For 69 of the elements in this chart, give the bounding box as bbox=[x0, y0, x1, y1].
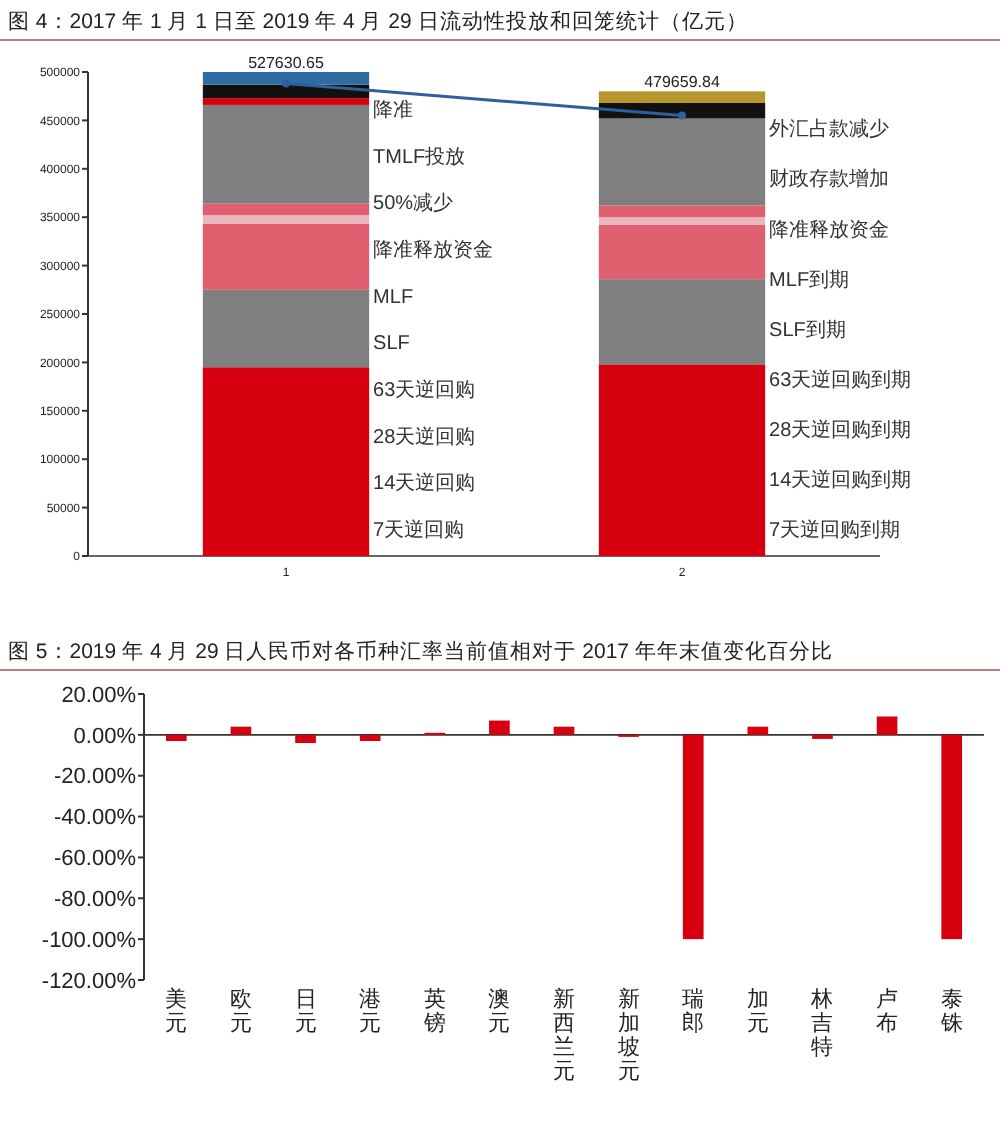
bar bbox=[598, 118, 766, 206]
bar bbox=[598, 279, 766, 365]
x-tick-label: 卢布 bbox=[876, 986, 899, 1036]
x-tick-label: 新西兰元 bbox=[553, 986, 575, 1084]
bar bbox=[598, 364, 766, 556]
x-tick-label: 日元 bbox=[294, 988, 317, 1036]
bar bbox=[682, 734, 704, 940]
bar bbox=[359, 734, 381, 741]
x-tick-label: 林吉特 bbox=[809, 986, 834, 1060]
bar bbox=[202, 223, 370, 290]
annotation: MLF到期 bbox=[769, 267, 850, 292]
bar bbox=[747, 726, 769, 735]
bar bbox=[598, 224, 766, 280]
annotation: SLF bbox=[373, 333, 410, 356]
y-tick-label: -40.00% bbox=[54, 806, 137, 831]
bar bbox=[553, 726, 575, 735]
x-tick-label: 美元 bbox=[165, 986, 188, 1036]
annotation: 14天逆回购到期 bbox=[769, 467, 912, 492]
y-tick-label: -60.00% bbox=[54, 847, 137, 872]
bar bbox=[202, 367, 370, 556]
annotation: 7天逆回购到期 bbox=[769, 518, 901, 542]
x-tick-label: 欧元 bbox=[229, 988, 252, 1036]
annotation: 外汇占款减少 bbox=[769, 117, 890, 142]
bar bbox=[941, 734, 963, 940]
annotation: 527630.65 bbox=[248, 54, 325, 72]
annotation: TMLF投放 bbox=[373, 144, 466, 169]
bar bbox=[598, 205, 766, 218]
y-tick-label: 0.00% bbox=[73, 724, 137, 749]
annotation: 63天逆回购 bbox=[373, 378, 476, 402]
annotation: 50%减少 bbox=[373, 191, 454, 216]
bar bbox=[230, 726, 252, 735]
y-tick-label: 20.00% bbox=[61, 683, 137, 708]
y-tick-label: -20.00% bbox=[54, 765, 137, 790]
x-tick-label: 加元 bbox=[746, 986, 769, 1036]
chart-title: 图 5：2019 年 4 月 29 日人民币对各币种汇率当前值相对于 2017 年年末值变化百分比 bbox=[8, 638, 833, 664]
annotation: 28天逆回购到期 bbox=[769, 417, 912, 442]
annotation: SLF到期 bbox=[769, 317, 846, 342]
annotation: 14天逆回购 bbox=[373, 471, 476, 496]
x-tick-label: 英镑 bbox=[421, 986, 446, 1036]
bar bbox=[598, 91, 766, 103]
bar bbox=[202, 215, 370, 224]
chart-title: 图 4：2017 年 1 月 1 日至 2019 年 4 月 29 日流动性投放和回笼统计（亿元） bbox=[8, 8, 748, 34]
annotation: MLF bbox=[373, 286, 414, 309]
annotation: 降准释放资金 bbox=[769, 217, 890, 242]
x-tick-label: 港元 bbox=[359, 986, 382, 1036]
bar bbox=[295, 734, 316, 744]
y-tick-label: -100.00% bbox=[41, 928, 137, 953]
bar bbox=[202, 98, 370, 105]
annotation: 63天逆回购到期 bbox=[769, 367, 912, 392]
bar bbox=[202, 289, 370, 368]
x-tick-label: 泰铢 bbox=[938, 988, 963, 1036]
x-tick-label: 瑞郎 bbox=[682, 986, 705, 1036]
y-tick-label: -80.00% bbox=[54, 887, 137, 912]
bar bbox=[598, 217, 766, 225]
bar bbox=[489, 720, 510, 735]
x-tick-label: 新加坡元 bbox=[615, 986, 640, 1084]
annotation: 7天逆回购 bbox=[373, 518, 465, 542]
annotation: 28天逆回购 bbox=[373, 424, 476, 449]
bar bbox=[202, 72, 370, 85]
y-tick-label: -120.00% bbox=[41, 969, 137, 994]
annotation: 降准 bbox=[373, 98, 414, 122]
annotation: 降准释放资金 bbox=[373, 238, 494, 262]
x-tick-label: 澳元 bbox=[488, 988, 511, 1036]
bar bbox=[876, 716, 898, 735]
bar bbox=[202, 104, 370, 204]
annotation: 财政存款增加 bbox=[769, 167, 890, 192]
bar bbox=[202, 203, 370, 216]
bar bbox=[165, 734, 187, 741]
annotation: 479659.84 bbox=[644, 73, 721, 92]
